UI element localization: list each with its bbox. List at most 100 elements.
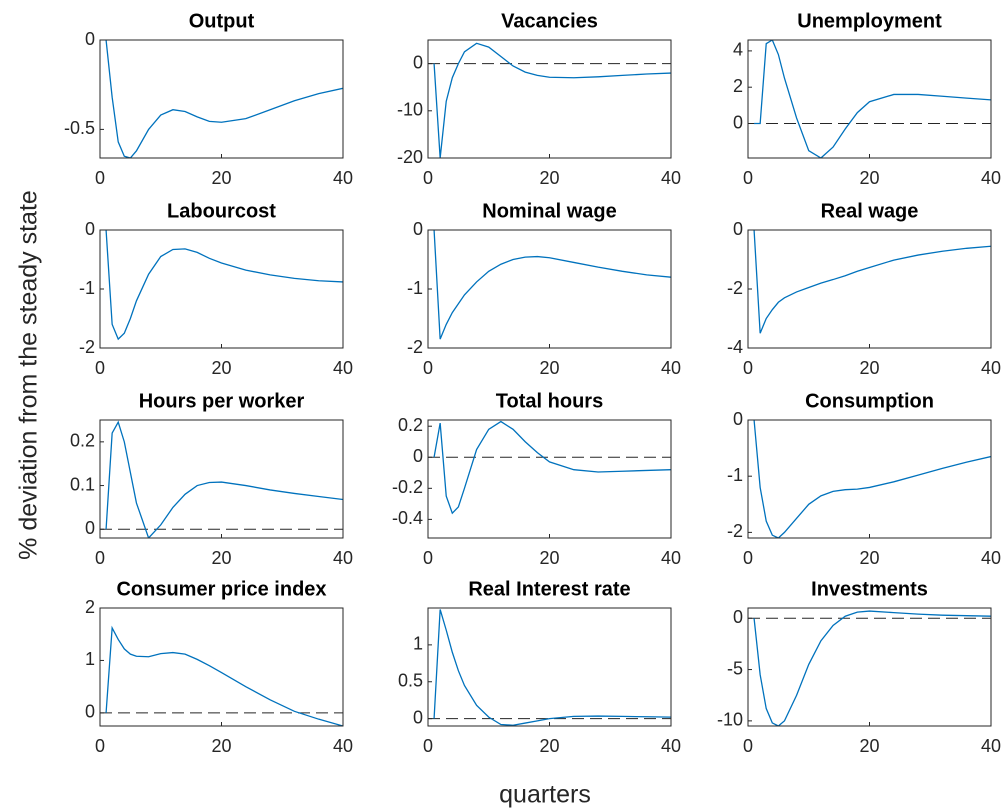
y-tick-label: -2 xyxy=(79,337,95,357)
y-tick-label: -4 xyxy=(727,337,743,357)
subplot-title: Real Interest rate xyxy=(468,578,630,600)
x-tick-label: 20 xyxy=(211,168,231,188)
y-tick-label: 0 xyxy=(85,219,95,239)
y-tick-label: -5 xyxy=(727,658,743,678)
y-tick-label: -10 xyxy=(397,100,423,120)
subplot-title: Investments xyxy=(811,578,928,600)
line-series xyxy=(105,625,343,726)
x-tick-label: 20 xyxy=(859,548,879,568)
y-tick-label: -0.4 xyxy=(392,508,423,528)
x-tick-label: 40 xyxy=(661,548,681,568)
y-tick-label: 2 xyxy=(85,597,95,617)
x-tick-label: 20 xyxy=(859,736,879,756)
y-tick-label: -1 xyxy=(727,465,743,485)
y-tick-label: -0.2 xyxy=(392,477,423,497)
y-tick-label: 0.5 xyxy=(398,671,423,691)
y-tick-label: 0.1 xyxy=(70,474,95,494)
subplot-title: Consumer price index xyxy=(116,578,326,600)
x-tick-label: 20 xyxy=(211,736,231,756)
x-tick-label: 0 xyxy=(743,548,753,568)
y-tick-label: 0 xyxy=(413,707,423,727)
axes-box xyxy=(427,607,672,727)
x-tick-label: 40 xyxy=(981,736,1001,756)
y-tick-label: 0 xyxy=(85,29,95,49)
y-tick-label: -20 xyxy=(397,147,423,167)
line-series xyxy=(433,420,671,515)
x-tick-label: 20 xyxy=(211,548,231,568)
x-tick-label: 40 xyxy=(333,358,353,378)
x-tick-label: 40 xyxy=(333,548,353,568)
y-axis-label: % deviation from the steady state xyxy=(15,190,43,560)
subplot-title: Total hours xyxy=(496,390,603,412)
subplot-title: Real wage xyxy=(821,200,919,222)
y-tick-label: 0.2 xyxy=(398,415,423,435)
x-tick-label: 40 xyxy=(981,358,1001,378)
y-tick-label: -2 xyxy=(407,337,423,357)
y-tick-label: -1 xyxy=(79,278,95,298)
y-tick-label: 0.2 xyxy=(70,431,95,451)
y-tick-label: -10 xyxy=(717,710,743,730)
x-tick-label: 20 xyxy=(859,168,879,188)
y-tick-label: 0 xyxy=(413,52,423,72)
subplot-title: Nominal wage xyxy=(482,200,616,222)
x-tick-label: 0 xyxy=(95,168,105,188)
line-series xyxy=(753,230,991,334)
x-tick-label: 20 xyxy=(539,358,559,378)
line-series xyxy=(753,420,991,538)
x-tick-label: 20 xyxy=(211,358,231,378)
axes-box xyxy=(99,39,344,159)
x-tick-label: 0 xyxy=(423,358,433,378)
axes-box xyxy=(747,39,992,159)
x-tick-label: 0 xyxy=(95,736,105,756)
y-tick-label: -1 xyxy=(407,278,423,298)
x-tick-label: 0 xyxy=(423,736,433,756)
x-axis-label: quarters xyxy=(499,781,591,809)
line-series xyxy=(105,40,343,158)
x-tick-label: 40 xyxy=(981,168,1001,188)
axes-box xyxy=(427,229,672,349)
axes-box xyxy=(747,229,992,349)
line-series xyxy=(753,610,991,726)
x-tick-label: 40 xyxy=(333,168,353,188)
x-tick-label: 40 xyxy=(661,358,681,378)
x-tick-label: 20 xyxy=(539,168,559,188)
y-tick-label: 0 xyxy=(413,446,423,466)
line-series xyxy=(433,230,671,340)
x-tick-label: 20 xyxy=(539,736,559,756)
x-tick-label: 40 xyxy=(333,736,353,756)
line-series xyxy=(105,230,343,341)
x-tick-label: 40 xyxy=(661,736,681,756)
x-tick-label: 0 xyxy=(423,548,433,568)
line-series xyxy=(754,40,991,158)
subplot-title: Unemployment xyxy=(797,10,942,32)
x-tick-label: 0 xyxy=(743,358,753,378)
y-tick-label: 1 xyxy=(85,649,95,669)
x-tick-label: 0 xyxy=(423,168,433,188)
y-tick-label: 0 xyxy=(85,702,95,722)
x-tick-label: 40 xyxy=(661,168,681,188)
axes-box xyxy=(427,419,672,539)
x-tick-label: 20 xyxy=(539,548,559,568)
subplot-title: Output xyxy=(189,10,255,32)
line-series xyxy=(433,609,671,726)
x-tick-label: 0 xyxy=(743,168,753,188)
subplot-title: Hours per worker xyxy=(139,390,305,412)
y-tick-label: 0 xyxy=(733,607,743,627)
axes-box xyxy=(747,607,992,727)
y-tick-label: -2 xyxy=(727,521,743,541)
y-tick-label: 1 xyxy=(413,634,423,654)
y-tick-label: 0 xyxy=(733,219,743,239)
y-tick-label: -0.5 xyxy=(64,118,95,138)
x-tick-label: 0 xyxy=(95,358,105,378)
line-series xyxy=(105,420,343,538)
line-series xyxy=(433,42,671,158)
axes-box xyxy=(99,419,344,539)
y-tick-label: 4 xyxy=(733,40,743,60)
x-tick-label: 0 xyxy=(743,736,753,756)
axes-box xyxy=(99,229,344,349)
y-tick-label: 0 xyxy=(413,219,423,239)
y-tick-label: -2 xyxy=(727,278,743,298)
axes-box xyxy=(99,607,344,727)
